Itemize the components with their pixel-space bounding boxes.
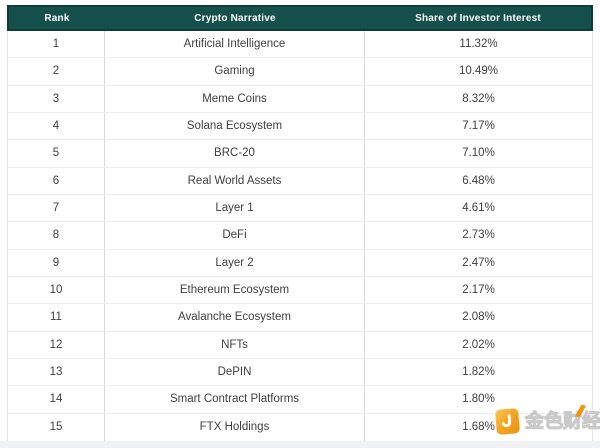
cell-rank: 3: [8, 85, 105, 112]
jinse-finance-logo-icon: [494, 407, 521, 435]
table-row: 7 Layer 1 4.61%: [8, 194, 592, 223]
cell-narrative: Layer 1: [105, 194, 365, 222]
cell-share: 2.08%: [462, 311, 495, 324]
table-body: 1 Artificial Intelligence 11.32% 2 Gaming 10.…: [7, 31, 593, 442]
cell-narrative: Layer 2: [105, 249, 365, 276]
table-row: 13 DePIN 1.82%: [8, 358, 592, 387]
table-row: 14 Smart Contract Platforms 1.80%: [8, 386, 592, 414]
cell-rank: 4: [8, 112, 105, 140]
page-bottom-strip: [0, 441, 600, 448]
cell-share: 2.17%: [462, 284, 495, 297]
table-row: 15 FTX Holdings 1.68%: [8, 413, 592, 441]
cell-share: 10.49%: [458, 65, 498, 78]
cell-rank: 14: [8, 386, 105, 413]
cell-rank: 9: [8, 249, 105, 276]
cell-rank: 12: [8, 331, 105, 358]
cell-narrative: Solana Ecosystem: [105, 112, 365, 140]
cell-rank: 10: [8, 276, 105, 304]
cell-share: 7.17%: [462, 120, 495, 133]
cell-share: 1.82%: [462, 366, 495, 379]
table-row: 2 Gaming 10.49%: [8, 58, 592, 86]
cell-share: 2.02%: [462, 338, 495, 351]
j-glyph-icon: [501, 413, 512, 427]
cell-narrative: FTX Holdings: [105, 413, 365, 441]
cell-narrative: Ethereum Ecosystem: [105, 276, 365, 304]
cell-share: 8.32%: [462, 92, 495, 105]
cell-narrative: DePIN: [105, 358, 365, 386]
cell-share: 7.10%: [462, 147, 495, 160]
cell-narrative: BRC-20: [105, 140, 365, 167]
cell-share: 11.32%: [459, 38, 498, 51]
cell-rank: 8: [8, 222, 105, 249]
cell-narrative: DeFi: [105, 222, 365, 249]
cell-share: 2.73%: [462, 229, 495, 242]
column-header-rank: Rank: [44, 12, 70, 24]
cell-narrative: NFTs: [105, 331, 365, 358]
table-row: 5 BRC-20 7.10%: [8, 140, 592, 168]
column-header-share: Share of Investor Interest: [415, 12, 541, 24]
cell-share: 1.80%: [462, 393, 495, 406]
table-row: 9 Layer 2 2.47%: [8, 249, 592, 277]
cell-rank: 7: [8, 194, 105, 222]
column-header-narrative: Crypto Narrative: [194, 12, 276, 24]
cell-rank: 13: [8, 358, 105, 386]
table-row: 8 DeFi 2.73%: [8, 222, 592, 250]
cell-rank: 5: [8, 140, 105, 167]
table-row: 10 Ethereum Ecosystem 2.17%: [8, 276, 592, 305]
jinse-finance-watermark: 金色财经: [494, 404, 600, 438]
table-header-row: Rank Crypto Narrative Share of Investor …: [7, 5, 593, 31]
cell-narrative: Real World Assets: [105, 167, 365, 194]
cell-narrative: Meme Coins: [105, 85, 365, 112]
cell-share: 2.47%: [462, 256, 495, 269]
crypto-narratives-table: Rank Crypto Narrative Share of Investor …: [7, 5, 593, 442]
cell-rank: 15: [8, 413, 105, 441]
table-row: 12 NFTs 2.02%: [8, 331, 592, 359]
cell-narrative: Smart Contract Platforms: [105, 386, 365, 413]
cell-rank: 6: [8, 167, 105, 194]
cell-share: 6.48%: [462, 174, 495, 187]
cell-rank: 11: [8, 304, 105, 331]
cell-share: 1.68%: [462, 421, 495, 434]
cell-share: 4.61%: [462, 202, 495, 215]
table-row: 6 Real World Assets 6.48%: [8, 167, 592, 195]
cell-narrative: Artificial Intelligence: [105, 31, 365, 58]
watermark-text: 金色财经: [524, 409, 600, 432]
cell-narrative: Gaming: [105, 58, 365, 85]
table-row: 1 Artificial Intelligence 11.32%: [8, 31, 592, 59]
cell-rank: 2: [8, 58, 105, 85]
cell-rank: 1: [8, 31, 105, 58]
table-row: 4 Solana Ecosystem 7.17%: [8, 112, 592, 141]
table-row: 3 Meme Coins 8.32%: [8, 85, 592, 113]
cell-narrative: Avalanche Ecosystem: [105, 304, 365, 331]
table-row: 11 Avalanche Ecosystem 2.08%: [8, 304, 592, 332]
